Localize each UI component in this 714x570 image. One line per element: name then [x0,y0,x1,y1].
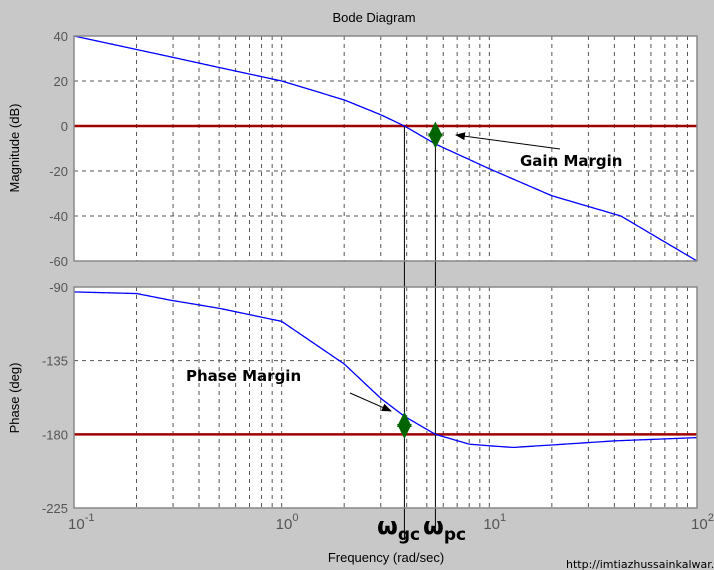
magnitude-y-tick-label: -20 [49,164,68,179]
x-tick-label: 101 [483,512,506,533]
magnitude-y-tick-label: 0 [61,119,68,134]
gain-margin-label: Gain Margin [520,152,622,170]
magnitude-plot-area [74,36,697,261]
phase-y-tick-label: -135 [42,354,68,369]
phase-axes-box [73,286,698,509]
magnitude-y-tick-label: 20 [54,74,68,89]
magnitude-y-tick-label: -40 [49,209,68,224]
phase-y-tick-label: -180 [42,427,68,442]
omega-gc-label: ωgc [377,512,420,545]
phase-margin-pointer [349,392,392,412]
magnitude-y-tick-label: 40 [54,29,68,44]
x-tick-label: 100 [276,512,299,533]
chart-title: Bode Diagram [332,10,415,25]
watermark: http://imtiazhussainkalwar.w [566,558,714,570]
magnitude-axes-box [73,35,698,262]
phase-margin-label: Phase Margin [186,367,301,385]
x-axis-label: Frequency (rad/sec) [328,550,444,565]
phase-curve [73,291,698,449]
phase-plot-area [74,287,697,508]
phase-y-tick-label: -225 [42,501,68,516]
magnitude-y-label: Magnitude (dB) [7,104,22,193]
phase-y-tick-label: -90 [49,280,68,295]
omega-pc-label: ωpc [423,512,466,545]
magnitude-curve [73,35,698,262]
magnitude-y-tick-label: -60 [49,254,68,269]
gain-margin-pointer [455,132,561,150]
x-tick-label: 10-1 [68,512,94,533]
phase-y-label: Phase (deg) [7,363,22,434]
x-tick-label: 102 [691,512,714,533]
